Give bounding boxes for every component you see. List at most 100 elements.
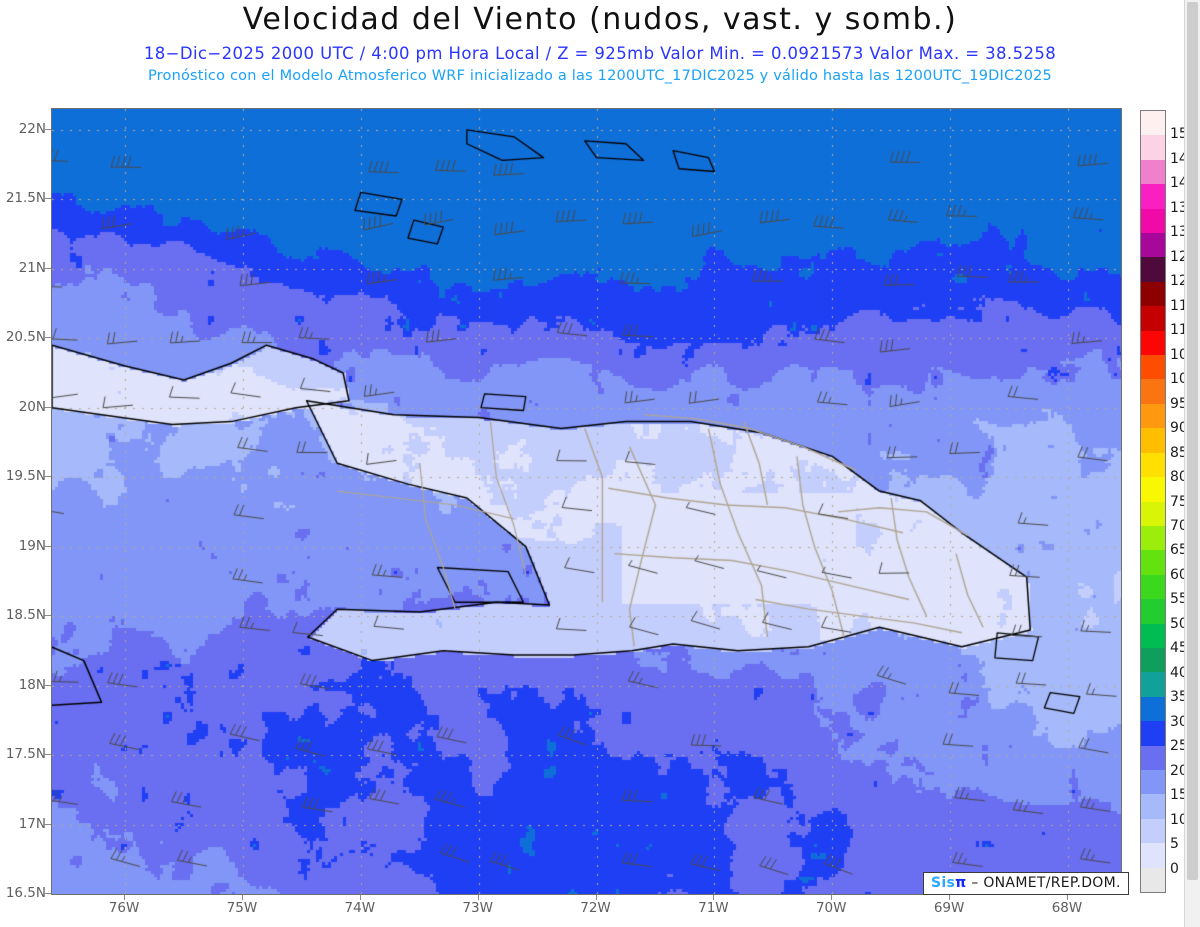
lon-tick [713, 894, 715, 900]
lat-tick [44, 823, 51, 825]
colorbar-tick-label: 95 [1170, 395, 1188, 412]
lat-tick [44, 545, 51, 547]
colorbar-swatch [1141, 672, 1165, 697]
watermark-brand: Sis [931, 875, 956, 891]
colorbar-swatch [1141, 623, 1165, 648]
lon-tick-label: 69W [933, 900, 965, 916]
lon-tick-label: 68W [1051, 900, 1083, 916]
lon-tick-label: 71W [698, 900, 729, 916]
colorbar-swatch [1141, 818, 1165, 844]
colorbar-swatch [1141, 208, 1165, 234]
colorbar-swatch [1141, 550, 1165, 575]
colorbar-tick-label: 90 [1170, 420, 1188, 437]
colorbar-swatch [1141, 794, 1165, 819]
colorbar-tick-label: 40 [1170, 664, 1188, 681]
colorbar-swatch [1141, 501, 1165, 526]
lat-tick-label: 21.5N [5, 190, 46, 207]
colorbar-swatch [1141, 745, 1165, 770]
lon-tick-label: 76W [108, 900, 140, 916]
lat-tick [44, 128, 51, 130]
colorbar-tick-label: 10 [1170, 811, 1188, 828]
lon-tick [241, 894, 243, 900]
colorbar-swatch [1141, 330, 1165, 356]
wind-speed-field-canvas [52, 109, 1121, 894]
page-scrollbar[interactable] [1184, 0, 1200, 927]
header-line-1: 18−Dic−2025 2000 UTC / 4:00 pm Hora Loca… [143, 44, 1057, 63]
colorbar-swatch [1141, 281, 1165, 307]
map-plot-area[interactable] [51, 108, 1122, 895]
header-line-2: Pronóstico con el Modelo Atmosferico WRF… [147, 68, 1052, 84]
watermark-separator: – [971, 875, 979, 891]
colorbar-swatch [1141, 477, 1165, 502]
colorbar-tick-label: 60 [1170, 566, 1188, 583]
colorbar-swatch [1141, 111, 1165, 136]
lon-tick [1066, 894, 1068, 900]
colorbar-swatch [1141, 135, 1165, 160]
lat-tick [44, 754, 51, 756]
lon-tick [831, 894, 833, 900]
colorbar-tick-label: 65 [1170, 542, 1188, 559]
colorbar-swatch [1141, 379, 1165, 404]
colorbar-tick-label: 15 [1170, 787, 1188, 804]
colorbar-tick-label: 5 [1170, 836, 1179, 853]
colorbar-swatch [1141, 233, 1165, 258]
lon-tick [359, 894, 361, 900]
colorbar-tick-label: 25 [1170, 738, 1188, 755]
lat-tick-label: 18N [18, 676, 46, 693]
lat-tick-label: 22N [18, 120, 46, 137]
colorbar-swatch [1141, 159, 1165, 185]
watermark-pi-icon: π [955, 875, 967, 891]
watermark-agency: ONAMET/REP.DOM. [983, 875, 1121, 891]
lat-tick [44, 267, 51, 269]
lon-tick [949, 894, 951, 900]
colorbar-swatch [1141, 574, 1165, 600]
lat-tick [44, 406, 51, 408]
colorbar-swatch [1141, 306, 1165, 331]
lat-tick-label: 17N [18, 815, 46, 832]
lon-tick [595, 894, 597, 900]
lat-tick-label: 19.5N [5, 468, 46, 485]
lat-tick-label: 17.5N [5, 746, 46, 763]
lat-tick [44, 615, 51, 617]
colorbar-swatch [1141, 403, 1165, 429]
colorbar-tick-label: 50 [1170, 615, 1188, 632]
colorbar-tick-label: 45 [1170, 640, 1188, 657]
lat-tick [44, 198, 51, 200]
lon-tick [477, 894, 479, 900]
scrollbar-thumb[interactable] [1187, 2, 1198, 880]
lon-tick-label: 73W [462, 900, 493, 916]
colorbar-tick-label: 55 [1170, 591, 1188, 608]
lat-tick-label: 16.5N [5, 885, 46, 901]
colorbar-tick-label: 70 [1170, 517, 1188, 534]
colorbar [1140, 110, 1166, 893]
colorbar-tick-label: 35 [1170, 689, 1188, 706]
colorbar-swatch [1141, 599, 1165, 624]
colorbar-tick-label: 80 [1170, 469, 1188, 486]
lon-tick [124, 894, 126, 900]
lat-tick [44, 337, 51, 339]
colorbar-tick-label: 20 [1170, 762, 1188, 779]
lon-tick-label: 72W [580, 900, 611, 916]
lat-tick-label: 21N [18, 259, 46, 276]
colorbar-swatch [1141, 769, 1165, 795]
colorbar-swatch [1141, 452, 1165, 478]
lon-tick-label: 75W [226, 900, 258, 916]
colorbar-swatch [1141, 721, 1165, 746]
colorbar-swatch [1141, 867, 1165, 892]
colorbar-tick-label: 85 [1170, 444, 1188, 461]
colorbar-swatch [1141, 257, 1165, 282]
colorbar-tick-label: 30 [1170, 713, 1188, 730]
watermark-onamet: Sisπ – ONAMET/REP.DOM. [923, 872, 1129, 895]
lat-tick-label: 20.5N [5, 329, 46, 346]
colorbar-swatch [1141, 355, 1165, 380]
page-title: Velocidad del Viento (nudos, vast. y som… [242, 2, 958, 37]
lat-tick [44, 476, 51, 478]
colorbar-tick-label: 0 [1170, 860, 1179, 877]
colorbar-tick-label: 75 [1170, 493, 1188, 510]
lat-tick-label: 18.5N [5, 607, 46, 624]
lat-tick-label: 20N [18, 398, 46, 415]
colorbar-swatch [1141, 525, 1165, 551]
colorbar-swatch [1141, 184, 1165, 209]
colorbar-swatch [1141, 696, 1165, 722]
